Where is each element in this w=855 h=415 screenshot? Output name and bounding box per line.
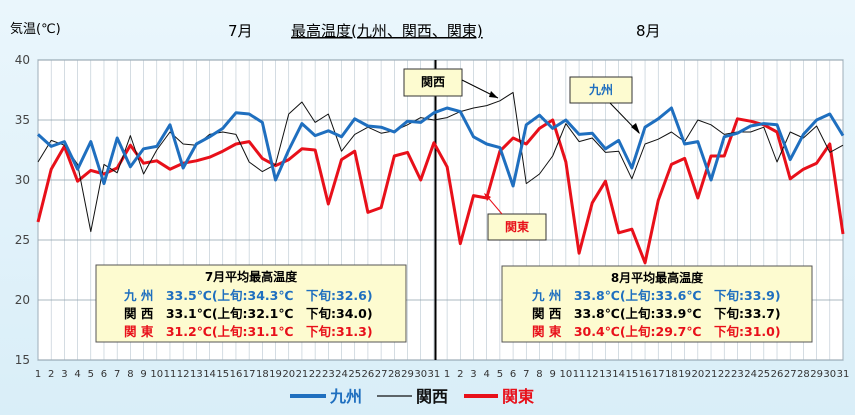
- y-axis-unit: 気温(℃): [10, 21, 61, 37]
- legend: 九州 関西 関東: [290, 387, 534, 406]
- x-tick-label: 24: [744, 369, 757, 380]
- x-tick-label: 13: [190, 369, 203, 380]
- x-tick-label: 24: [335, 369, 348, 380]
- x-tick-label: 16: [639, 369, 652, 380]
- x-tick-label: 12: [586, 369, 599, 380]
- x-tick-label: 16: [230, 369, 243, 380]
- x-tick-label: 4: [74, 369, 80, 380]
- x-tick-label: 7: [523, 369, 529, 380]
- x-tick-label: 22: [718, 369, 731, 380]
- x-tick-label: 21: [296, 369, 309, 380]
- x-tick-label: 20: [282, 369, 295, 380]
- annotation-kansai: 関西: [403, 68, 499, 99]
- svg-text:関 東 31.2℃(上旬:31.1℃ 下旬:31.3): 関 東 31.2℃(上旬:31.1℃ 下旬:31.3): [124, 324, 373, 339]
- x-tick-label: 10: [560, 369, 573, 380]
- x-tick-label: 6: [101, 369, 107, 380]
- x-tick-label: 9: [140, 369, 146, 380]
- y-tick-label: 40: [15, 53, 30, 67]
- svg-text:8月平均最高温度: 8月平均最高温度: [611, 270, 704, 285]
- y-tick-labels: 15 20 25 30 35 40: [15, 53, 30, 367]
- x-tick-label: 18: [665, 369, 678, 380]
- x-tick-label: 3: [470, 369, 476, 380]
- x-tick-label: 15: [216, 369, 229, 380]
- x-tick-label: 6: [510, 369, 516, 380]
- x-tick-label: 29: [401, 369, 414, 380]
- y-tick-label: 30: [15, 173, 30, 187]
- x-tick-label: 5: [88, 369, 94, 380]
- x-tick-label: 28: [797, 369, 810, 380]
- title-july: 7月: [228, 22, 253, 40]
- x-tick-label: 19: [269, 369, 282, 380]
- svg-text:九州: 九州: [588, 82, 613, 97]
- x-tick-label: 18: [256, 369, 269, 380]
- x-tick-label: 31: [837, 369, 850, 380]
- summary-box-august: 8月平均最高温度 九 州 33.8℃(上旬:33.6℃ 下旬:33.9) 関 西…: [501, 265, 813, 343]
- svg-text:九 州 33.5℃(上旬:34.3℃ 下旬:32.6): 九 州 33.5℃(上旬:34.3℃ 下旬:32.6): [123, 288, 373, 303]
- x-tick-label: 23: [322, 369, 335, 380]
- x-tick-label: 15: [625, 369, 638, 380]
- x-tick-label: 13: [599, 369, 612, 380]
- x-tick-label: 5: [497, 369, 503, 380]
- annotation-kyushu: 九州: [569, 76, 640, 134]
- x-tick-label: 25: [348, 369, 361, 380]
- x-tick-label: 17: [652, 369, 665, 380]
- x-tick-label: 11: [164, 369, 177, 380]
- legend-label-kanto: 関東: [502, 387, 534, 406]
- title-august: 8月: [636, 22, 661, 40]
- svg-text:関西: 関西: [421, 75, 445, 89]
- summary-box-july: 7月平均最高温度 九 州 33.5℃(上旬:34.3℃ 下旬:32.6) 関 西…: [95, 264, 407, 343]
- y-tick-label: 20: [15, 293, 30, 307]
- x-tick-label: 10: [150, 369, 163, 380]
- y-tick-label: 35: [15, 113, 30, 127]
- x-tick-label: 30: [823, 369, 836, 380]
- svg-text:九 州 33.8℃(上旬:33.6℃ 下旬:33.9): 九 州 33.8℃(上旬:33.6℃ 下旬:33.9): [531, 288, 781, 303]
- x-tick-label: 21: [705, 369, 718, 380]
- x-tick-label: 29: [810, 369, 823, 380]
- y-tick-label: 15: [15, 353, 30, 367]
- x-tick-label: 3: [61, 369, 67, 380]
- x-tick-label: 2: [457, 369, 463, 380]
- x-tick-label: 4: [484, 369, 490, 380]
- x-tick-label: 17: [243, 369, 256, 380]
- x-tick-label: 23: [731, 369, 744, 380]
- series-line-kanto: [36, 117, 845, 265]
- x-tick-label: 20: [691, 369, 704, 380]
- svg-text:関 西 33.8℃(上旬:33.9℃ 下旬:33.7): 関 西 33.8℃(上旬:33.9℃ 下旬:33.7): [532, 306, 781, 321]
- x-tick-label: 1: [35, 369, 41, 380]
- x-tick-label: 26: [771, 369, 784, 380]
- x-tick-label: 26: [362, 369, 375, 380]
- legend-label-kansai: 関西: [416, 387, 448, 406]
- x-tick-label: 7: [114, 369, 120, 380]
- x-tick-label: 27: [375, 369, 388, 380]
- legend-label-kyushu: 九州: [329, 387, 362, 406]
- x-tick-label: 9: [549, 369, 555, 380]
- series-line-kyushu: [36, 106, 845, 188]
- annotation-kanto: 関東: [484, 193, 547, 241]
- x-tick-label: 27: [784, 369, 797, 380]
- svg-text:関 西 33.1℃(上旬:32.1℃ 下旬:34.0): 関 西 33.1℃(上旬:32.1℃ 下旬:34.0): [124, 306, 373, 321]
- chart-title: 最高温度(九州、関西、関東): [291, 22, 483, 40]
- svg-text:7月平均最高温度: 7月平均最高温度: [205, 269, 298, 284]
- x-tick-label: 19: [678, 369, 691, 380]
- x-tick-label: 8: [127, 369, 133, 380]
- x-tick-label: 11: [573, 369, 586, 380]
- x-tick-label: 30: [414, 369, 427, 380]
- x-tick-label: 14: [612, 369, 625, 380]
- x-tick-label: 31: [428, 369, 441, 380]
- x-tick-label: 14: [203, 369, 216, 380]
- x-tick-label: 28: [388, 369, 401, 380]
- x-tick-label: 25: [757, 369, 770, 380]
- svg-text:関東: 関東: [505, 219, 529, 234]
- x-tick-label: 22: [309, 369, 322, 380]
- x-tick-label: 1: [444, 369, 450, 380]
- x-tick-label: 2: [48, 369, 54, 380]
- y-tick-label: 25: [15, 233, 30, 247]
- x-tick-label: 8: [536, 369, 542, 380]
- series-lines: [36, 91, 845, 265]
- x-tick-labels: 1 2 3 4 5 6 7 8 9 10 11 12 13 14 15 16 17 18 19 20 21 22 23 24 2…: [35, 369, 850, 380]
- x-tick-label: 12: [177, 369, 190, 380]
- svg-text:関 東 30.4℃(上旬:29.7℃ 下旬:31.0): 関 東 30.4℃(上旬:29.7℃ 下旬:31.0): [532, 324, 781, 339]
